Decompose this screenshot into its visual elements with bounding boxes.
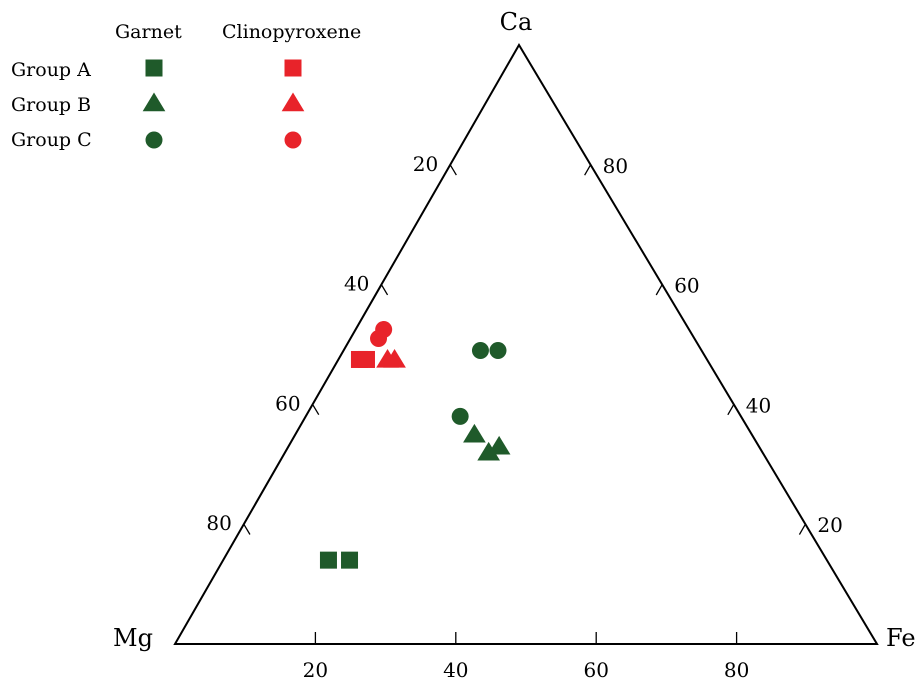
point-clinopyroxene-group-c-2 [370,330,388,348]
point-garnet-group-b-1 [463,423,486,443]
point-clinopyroxene-group-a-2 [357,350,375,368]
ternary-triangle [173,43,879,645]
bottom-tick-label-40: 40 [443,658,468,682]
legend: Garnet Clinopyroxene Group A Group B Gro… [11,21,361,151]
legend-marker-garnet-group-a [145,59,163,77]
left-tick-label-60: 60 [275,391,300,415]
left-tick-80 [243,523,251,535]
point-clinopyroxene-group-b-2 [383,348,406,368]
legend-markers [142,59,305,149]
legend-marker-clinopyroxene-group-b [281,92,305,112]
point-garnet-group-b-2 [477,441,500,461]
legend-row-group-a: Group A [11,59,91,81]
legend-row-group-c: Group C [11,129,92,151]
vertex-label-mg: Mg [113,624,153,652]
ternary-frame [173,43,879,645]
axis-ticks: 20 40 60 80 20 40 60 80 20 40 60 80 [206,152,843,682]
point-garnet-group-c-2 [489,341,507,359]
bottom-tick-label-20: 20 [303,658,328,682]
legend-marker-clinopyroxene-group-c [284,131,302,149]
right-tick-label-60: 60 [674,274,699,298]
left-tick-40 [380,284,389,296]
left-tick-label-20: 20 [413,152,438,176]
vertex-label-ca: Ca [500,8,533,36]
right-tick-80 [584,164,592,176]
left-tick-label-40: 40 [344,272,369,296]
bottom-tick-label-60: 60 [583,658,608,682]
point-garnet-group-b-3 [487,435,511,455]
point-garnet-group-a-1 [319,551,337,569]
point-garnet-group-a-2 [341,551,359,569]
right-tick-20 [798,523,806,535]
left-tick-label-80: 80 [206,511,231,535]
bottom-tick-label-80: 80 [724,658,749,682]
legend-marker-clinopyroxene-group-a [284,59,302,77]
data-points [319,321,511,569]
left-tick-20 [449,164,457,176]
legend-marker-garnet-group-b [142,92,166,112]
point-garnet-group-c-3 [451,407,469,425]
legend-row-group-b: Group B [11,94,91,116]
point-garnet-group-c-1 [471,341,489,359]
legend-marker-garnet-group-c [145,131,163,149]
right-tick-label-80: 80 [603,154,628,178]
right-tick-40 [727,404,735,416]
right-tick-label-20: 20 [817,513,842,537]
left-tick-60 [312,404,320,416]
legend-header-garnet: Garnet [115,21,182,43]
legend-header-clinopyroxene: Clinopyroxene [222,21,361,43]
right-tick-60 [655,284,663,296]
right-tick-label-40: 40 [746,393,771,417]
vertex-label-fe: Fe [886,624,916,652]
